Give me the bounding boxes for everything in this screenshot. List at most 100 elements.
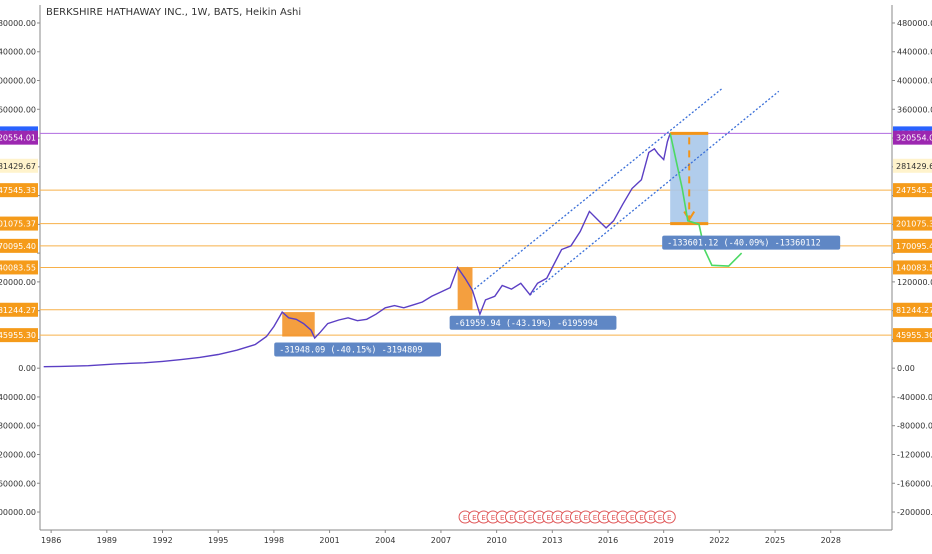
- y-tick-label-left: 0.00: [18, 364, 36, 373]
- price-label-left-text: 281429.67: [0, 162, 36, 171]
- trend-channel-line: [529, 90, 780, 296]
- y-tick-label-right: -200000.00: [897, 508, 932, 517]
- price-label-left-box: [0, 260, 38, 275]
- y-tick-label-left: -80000.00: [0, 422, 36, 431]
- price-label-right-text: 81244.27: [896, 306, 932, 315]
- drawdown-label-box: [274, 342, 442, 357]
- earnings-marker-label: E: [593, 514, 597, 522]
- earnings-marker-label: E: [481, 514, 485, 522]
- price-label-right-text: 247545.33: [896, 186, 932, 195]
- price-label-left-box: [0, 238, 38, 253]
- y-tick-label-right: -160000.00: [897, 479, 932, 488]
- earnings-marker-label: E: [463, 514, 467, 522]
- y-tick-label-right: 400000.00: [897, 77, 932, 86]
- price-label-right-box: [893, 158, 932, 173]
- earnings-marker-label: E: [602, 514, 606, 522]
- price-label-right-text: 320554.01: [896, 134, 932, 143]
- price-label-right-box: [893, 216, 932, 231]
- price-label-left-text: 201075.37: [0, 220, 36, 229]
- x-tick-label: 2010: [486, 536, 506, 545]
- earnings-marker-label: E: [500, 514, 504, 522]
- x-tick-label: 2001: [319, 536, 339, 545]
- earnings-marker-label: E: [491, 514, 495, 522]
- earnings-marker-label: E: [648, 514, 652, 522]
- x-tick-label: 1998: [264, 536, 284, 545]
- y-tick-label-right: 0.00: [897, 364, 915, 373]
- x-tick-label: 2016: [598, 536, 618, 545]
- x-tick-label: 2025: [765, 536, 785, 545]
- earnings-marker-label: E: [621, 514, 625, 522]
- x-tick-label: 2013: [542, 536, 562, 545]
- x-tick-label: 1989: [97, 536, 117, 545]
- price-label-right-box: [893, 302, 932, 317]
- price-label-right-box: [893, 238, 932, 253]
- drawdown-label-text: -31948.09 (-40.15%) -3194809: [279, 346, 422, 356]
- earnings-marker-label: E: [630, 514, 634, 522]
- price-label-left-box: [0, 130, 38, 145]
- price-label-left-text: 170095.40: [0, 242, 36, 251]
- earnings-marker-label: E: [584, 514, 588, 522]
- earnings-marker-label: E: [639, 514, 643, 522]
- price-label-left-text: 247545.33: [0, 186, 36, 195]
- y-tick-label-right: 480000.00: [897, 19, 932, 28]
- earnings-marker-label: E: [667, 514, 671, 522]
- price-label-left-text: 140083.55: [0, 263, 36, 272]
- x-tick-label: 2022: [709, 536, 729, 545]
- price-label-left-box: [0, 328, 38, 343]
- price-label-right-box: [893, 130, 932, 145]
- axes-layer: 480000.00 480000.00 440000.00 440000.00 4000…: [0, 5, 932, 545]
- price-label-right-text: 45955.30: [896, 331, 932, 340]
- earnings-marker-label: E: [472, 514, 476, 522]
- price-label-right-box: [893, 260, 932, 275]
- price-series-line: [43, 133, 671, 368]
- earnings-marker: [662, 510, 676, 524]
- earnings-marker-label: E: [546, 514, 550, 522]
- price-label-left-text: 45955.30: [0, 331, 36, 340]
- y-tick-label-left: 400000.00: [0, 77, 36, 86]
- price-label-right-text: 281429.67: [896, 162, 932, 171]
- y-tick-label-left: -120000.00: [0, 450, 36, 459]
- price-label-right-text: 201075.37: [896, 220, 932, 229]
- x-tick-label: 1986: [41, 536, 61, 545]
- earnings-marker-label: E: [537, 514, 541, 522]
- y-tick-label-left: -160000.00: [0, 479, 36, 488]
- labels-layer: -31948.09 (-40.15%) -3194809 -61959.94 (-…: [0, 126, 932, 357]
- price-label-left-box: [0, 216, 38, 231]
- y-tick-label-right: -40000.00: [897, 393, 932, 402]
- earnings-marker-label: E: [565, 514, 569, 522]
- chart-title: BERKSHIRE HATHAWAY INC., 1W, BATS, Heiki…: [46, 7, 301, 18]
- price-label-left-text: 320554.01: [0, 134, 36, 143]
- price-label-left-box: [0, 302, 38, 317]
- x-tick-label: 2004: [375, 536, 395, 545]
- price-label-right-text: 140083.55: [896, 263, 932, 272]
- x-tick-label: 2019: [654, 536, 674, 545]
- price-label-left-box: [0, 183, 38, 198]
- drawdown-label-box: [662, 235, 841, 250]
- price-label-left-text: 81244.27: [0, 306, 36, 315]
- y-tick-label-left: 120000.00: [0, 278, 36, 287]
- earnings-marker-label: E: [574, 514, 578, 522]
- y-tick-label-right: -80000.00: [897, 422, 932, 431]
- earnings-marker-label: E: [509, 514, 513, 522]
- y-tick-label-left: -200000.00: [0, 508, 36, 517]
- x-tick-label: 2007: [431, 536, 451, 545]
- drawdown-label-text: -133601.12 (-40.09%) -13360112: [667, 239, 821, 249]
- earnings-marker-label: E: [519, 514, 523, 522]
- drawdown-label-box: [449, 315, 617, 330]
- x-tick-label: 1995: [208, 536, 228, 545]
- y-tick-label-right: 360000.00: [897, 105, 932, 114]
- earnings-marker-label: E: [658, 514, 662, 522]
- price-label-right-box: [893, 183, 932, 198]
- earnings-marker-label: E: [556, 514, 560, 522]
- y-tick-label-left: 480000.00: [0, 19, 36, 28]
- y-tick-label-left: -40000.00: [0, 393, 36, 402]
- y-tick-label-right: -120000.00: [897, 450, 932, 459]
- drawdown-label-text: -61959.94 (-43.19%) -6195994: [455, 319, 598, 329]
- price-label-right-text: 170095.40: [896, 242, 932, 251]
- y-tick-label-left: 360000.00: [0, 105, 36, 114]
- earnings-marker-label: E: [611, 514, 615, 522]
- price-label-right-box: [893, 328, 932, 343]
